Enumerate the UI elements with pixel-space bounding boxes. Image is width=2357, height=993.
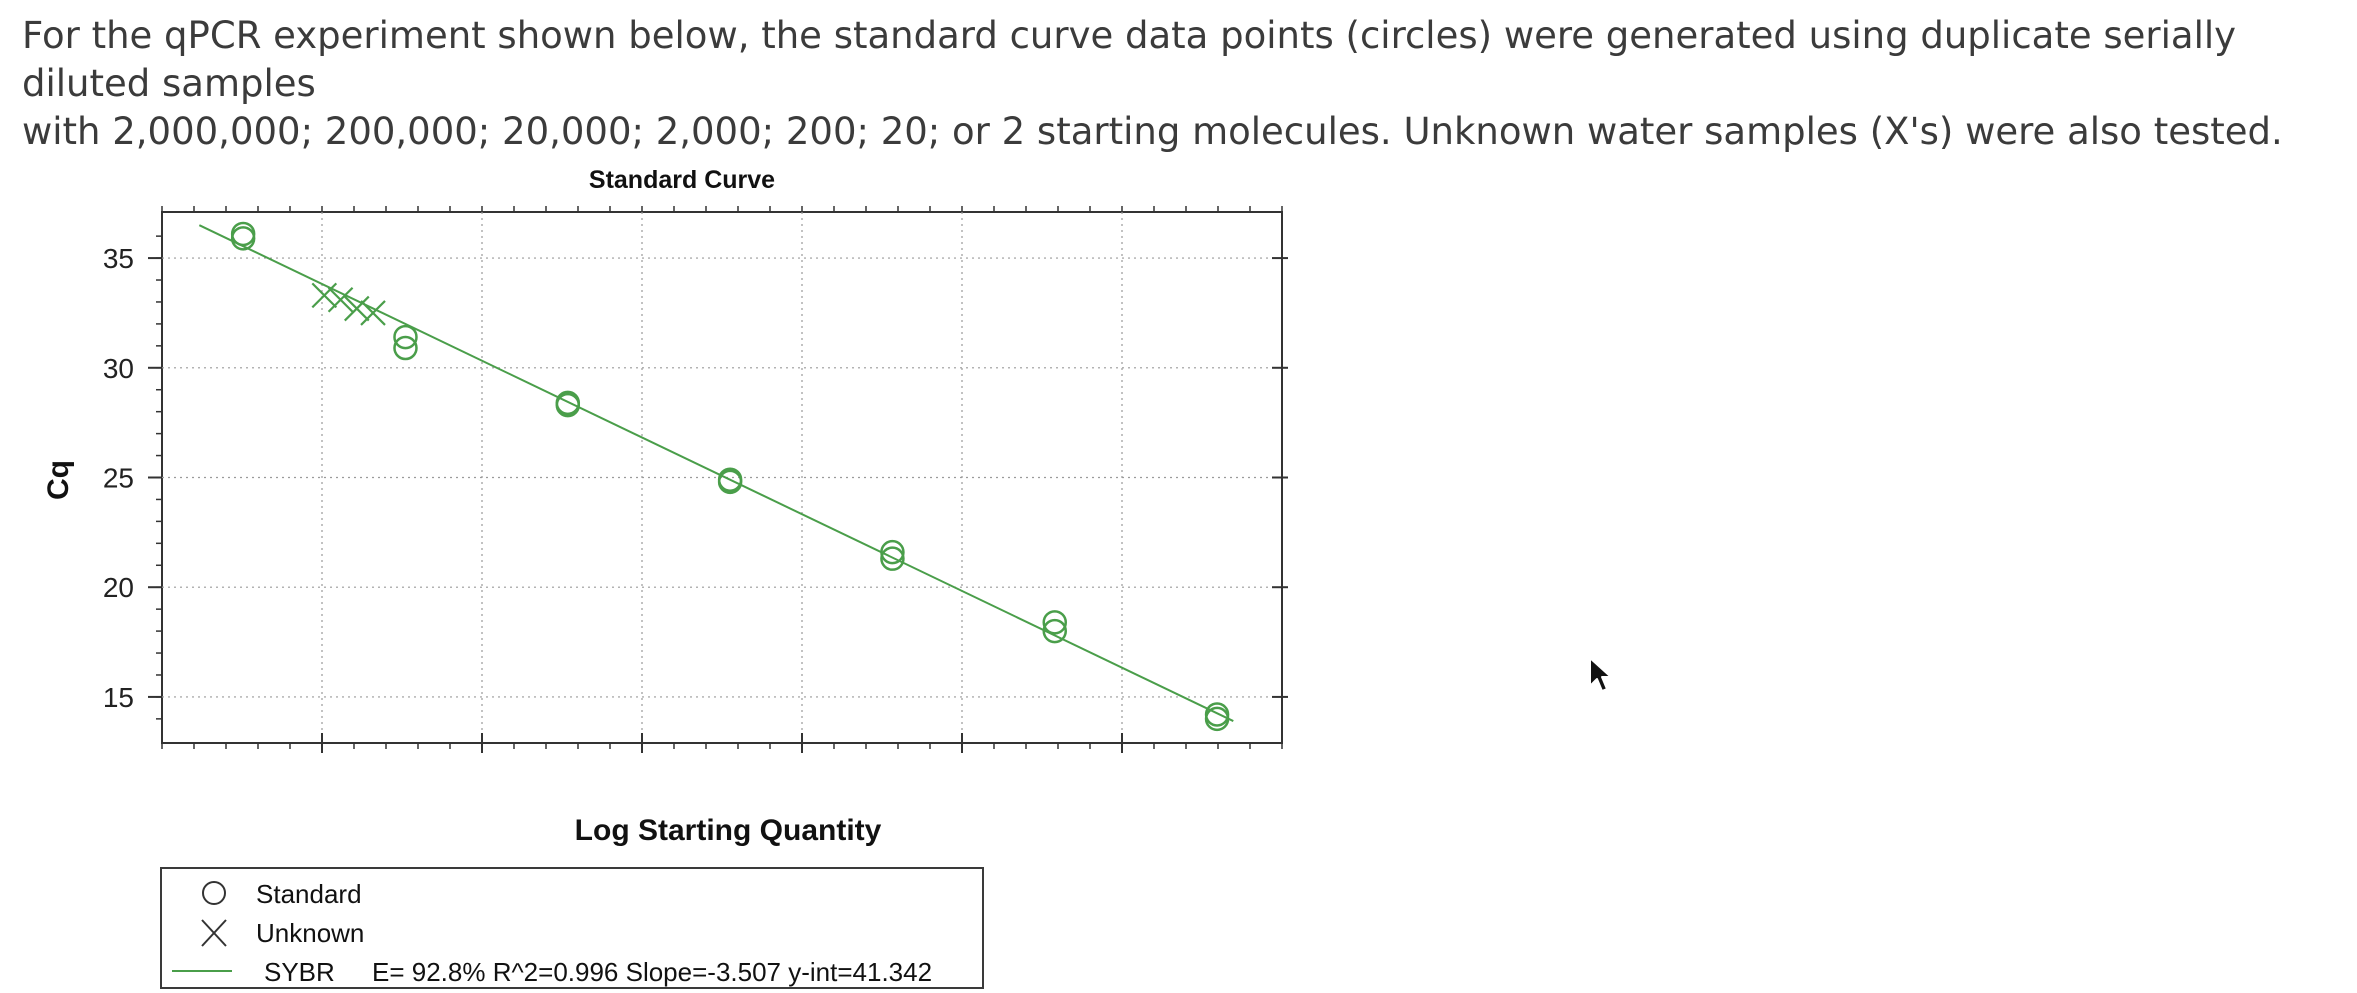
y-tick-label: 15: [103, 682, 134, 713]
unknown-point: [311, 282, 338, 309]
y-tick-label: 20: [103, 572, 134, 603]
y-tick-label: 30: [103, 353, 134, 384]
legend-item-unknown: Unknown: [162, 914, 982, 952]
y-axis-label: Cq: [42, 460, 75, 500]
unknown-point: [344, 295, 370, 322]
legend-label-sybr: SYBR: [264, 957, 335, 987]
question-line-1: For the qPCR experiment shown below, the…: [22, 14, 2237, 105]
legend-label-standard: Standard: [256, 879, 362, 909]
standard-point: [1042, 618, 1068, 644]
standard-point: [393, 335, 418, 361]
legend-sybr-stats: E= 92.8% R^2=0.996 Slope=-3.507 y-int=41…: [372, 957, 933, 987]
y-tick-label: 35: [103, 243, 134, 274]
mouse-pointer-icon: [1589, 657, 1612, 692]
standard-point: [717, 469, 743, 495]
sybr-fit-line: [198, 224, 1234, 722]
question-line-2: with 2,000,000; 200,000; 20,000; 2,000; …: [22, 110, 2283, 153]
standard-point: [880, 546, 905, 571]
x-axis-label: Log Starting Quantity: [575, 814, 882, 847]
legend-label-unknown: Unknown: [256, 918, 365, 948]
standard-point: [1204, 702, 1230, 727]
question-text: For the qPCR experiment shown below, the…: [22, 12, 2342, 156]
standard-point: [880, 539, 905, 565]
unknown-point: [360, 300, 386, 326]
standard-point: [1042, 610, 1068, 635]
standard-curve-chart: 15 20 25 30 35 Standard Curve Log Starting Qua…: [42, 166, 1288, 847]
unknown-point: [327, 286, 354, 313]
line-marker-icon: [172, 970, 232, 972]
chart-title: Standard Curve: [589, 166, 775, 194]
legend-item-standard: Standard: [162, 875, 982, 913]
x-marker-icon: [201, 919, 227, 947]
circle-marker-icon: [202, 881, 226, 905]
chart-legend: Standard Unknown SYBR E= 92.8% R^2=0.996…: [160, 867, 984, 989]
y-tick-label: 25: [103, 463, 134, 494]
standard-point: [393, 324, 418, 350]
standard-point: [555, 392, 581, 418]
legend-item-sybr: SYBR E= 92.8% R^2=0.996 Slope=-3.507 y-i…: [162, 953, 982, 991]
standard-point: [230, 221, 256, 247]
